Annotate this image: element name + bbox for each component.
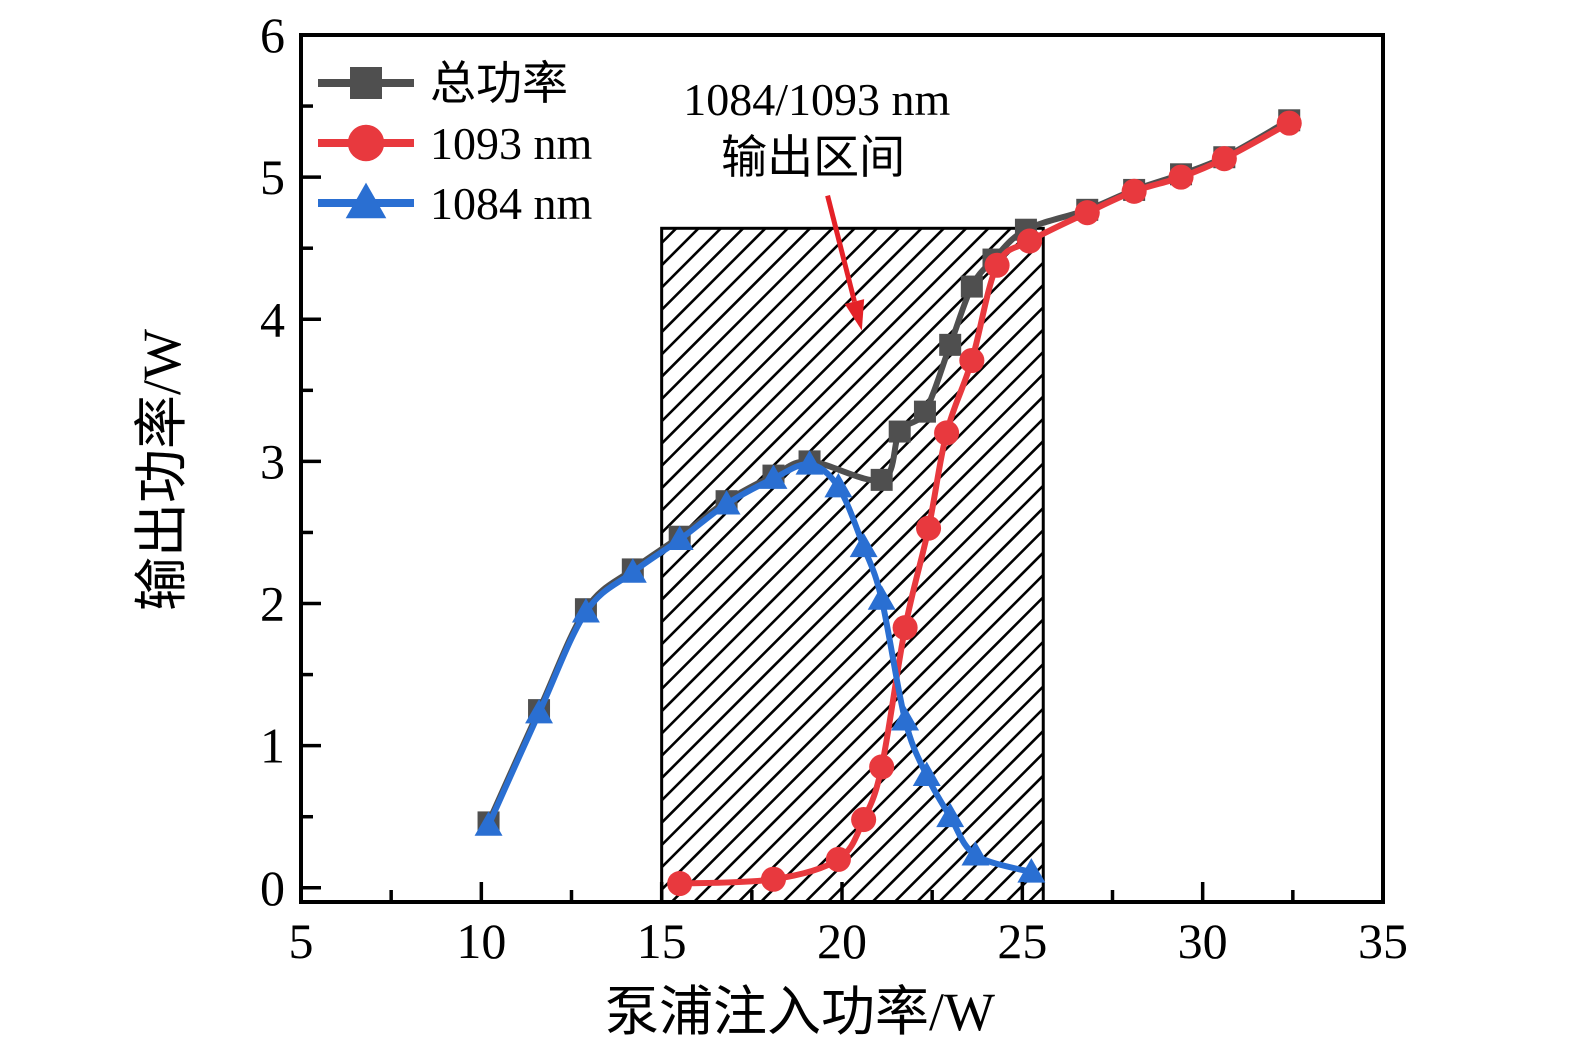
annotation-arrowhead-icon [844,299,865,331]
y-tick-label: 5 [260,149,285,205]
y-tick-label: 1 [260,718,285,774]
x-tick-label: 5 [289,913,314,969]
legend-label: 1084 nm [430,178,593,229]
legend-label: 1093 nm [430,118,593,169]
x-tick-label: 15 [637,913,687,969]
y-tick-label: 4 [260,291,285,347]
legend: 总功率 1093 nm 1084 nm [318,58,593,229]
series-1084-nm [474,450,1046,883]
legend-label: 总功率 [430,58,568,109]
y-tick-label: 3 [260,433,285,489]
axis-ticks [299,33,1385,902]
legend-marker-circle-icon [347,124,385,162]
series-line [676,120,1293,887]
y-tick-label: 0 [260,860,285,916]
y-axis-title: 输出功率/W [132,329,192,611]
annotation-text: 1084/1093 nm [683,74,950,125]
x-tick-label: 10 [456,913,506,969]
x-tick-label: 20 [817,913,867,969]
annotation-output-interval: 1084/1093 nm 输出区间 [683,74,951,331]
series-1093-nm [667,110,1302,897]
y-tick-label: 6 [260,7,285,63]
legend-marker-triangle-icon [345,182,387,219]
x-tick-label: 30 [1178,913,1228,969]
hatch-region [661,228,1044,903]
annotation-text: 输出区间 [721,132,905,183]
y-tick-label: 2 [260,576,285,632]
legend-marker-square-icon [350,67,382,99]
x-axis-title: 泵浦注入功率/W [605,982,995,1042]
x-tick-label: 25 [997,913,1047,969]
x-tick-label: 35 [1358,913,1408,969]
annotation-arrow-shaft [825,194,857,303]
